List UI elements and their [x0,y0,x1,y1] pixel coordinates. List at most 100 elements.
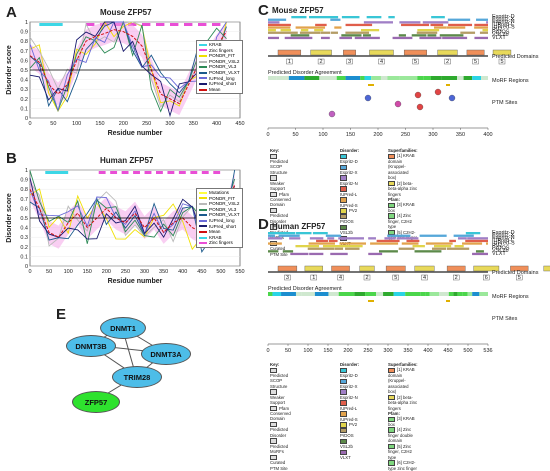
domain-number: 4 [380,59,383,65]
agreement-segment [420,292,426,296]
legend-label: PONDR_VSL2 [209,201,240,207]
agreement-segment [304,76,320,80]
key-entry: Curated PTM Site [270,454,291,471]
krab-bar [39,23,63,26]
key-entry: PV2 [340,208,359,214]
legend-entry: PONDR_FIT [199,196,240,202]
disorder-track-segment [392,36,413,40]
x-axis-label: Residue number [108,278,163,285]
key-entry: [6] C2H2-type zinc finger [388,460,418,471]
domain-number: 2 [455,275,458,281]
key-text: Espritz-X [340,383,358,389]
x-tick-label: 400 [212,121,221,127]
y-axis-label: Disorder score [6,45,13,95]
domain-number: 1 [288,59,291,65]
disorder-track-segment [412,245,425,248]
key-entry: Key: [270,362,291,367]
legend-swatch [199,219,207,222]
disorder-track-segment [309,252,324,256]
key-text: IUPred-S [340,202,358,208]
residue-tick-label: 100 [303,348,312,354]
morf-mark [446,84,450,86]
disorder-track-segment [475,250,484,253]
agreement-segment [328,292,339,296]
zinc-finger-bar [144,171,152,174]
zinc-finger-bar [110,171,118,174]
y-tick-label: 0.3 [20,235,28,241]
ptm-sites-label: PTM Sites [492,316,518,322]
key-entry: Espritz-X [340,164,359,175]
y-tick-label: 0.9 [20,178,28,184]
domain-box [359,265,375,272]
key-text: Pfam: [388,196,400,202]
disorder-track-segment [467,237,488,240]
agreement-segment [472,292,480,296]
legend-entry: KRAB [199,235,240,241]
panel-letter-b: B [6,150,17,167]
y-tick-label: 0.4 [20,226,28,232]
node-trim28: TRIM28 [112,366,162,388]
domain-number-box [337,274,344,281]
domain-number: 5 [474,59,477,65]
disorder-track-segment [268,234,275,237]
disorder-track-segment [290,34,310,37]
disorder-track-segment [474,26,488,29]
disorder-track-segment [476,18,488,21]
disorder-track-segment [278,234,300,237]
agreement-segment [481,76,488,80]
legend-label: PONDR_VLXT [209,69,240,75]
panel-c-title: Mouse ZFP57 [272,6,324,15]
disorder-track-segment [446,247,470,250]
zinc-finger-bar [198,23,207,26]
key-text: IUPred-L [340,405,358,411]
zinc-finger-bar [98,171,106,174]
legend-label: PONDR_VLXT [209,212,240,218]
y-tick-label: 0.1 [20,254,28,260]
node-dnmt3b: DNMT3B [66,335,116,357]
legend-label: IUPred_long [209,217,235,223]
disorder-track-segment [280,29,291,32]
y-tick-label: 0.2 [20,245,28,251]
agreement-segment [393,292,406,296]
key-text: [2] beta-beta-alpha zinc fingers [388,394,418,411]
disorder-track-segment [309,16,339,19]
legend-swatch [199,236,207,239]
x-tick-label: 350 [159,269,168,275]
key-text: Pfam: [388,410,400,416]
domain-box [304,265,323,272]
agreement-segment [463,76,473,80]
legend-swatch [199,82,207,85]
x-tick-label: 50 [50,121,56,127]
track-label: VSL2b [492,248,509,254]
agreement-segment [472,76,482,80]
y-tick-label: 0.3 [20,87,28,93]
domain-number: 2 [446,59,449,65]
domain-number-box [392,274,399,281]
legend-swatch [199,214,207,217]
track-label: IUPred-L [492,238,514,244]
legend-swatch [199,49,207,52]
disorder-track-segment [434,26,447,29]
disorder-track-segment [295,26,326,29]
x-tick-label: 300 [140,269,149,275]
agreement-segment [439,292,449,296]
disorder-track-segment [457,237,467,240]
track-label: VLXT [492,251,506,257]
legend-swatch [199,77,207,80]
disorder-track-segment [416,31,438,34]
domain-box [369,49,394,56]
agreement-segment [365,292,377,296]
disorder-track-segment [446,26,466,29]
panel-letter-c: C [258,2,269,19]
legend-swatch [199,43,207,46]
zinc-finger-bar [190,171,198,174]
x-tick-label: 100 [64,269,73,275]
key-text: VSL2b [340,230,353,236]
disorder-track-segment [354,36,380,40]
panel-a-title: Mouse ZFP57 [100,8,152,17]
disorder-track-segment [268,242,282,245]
morf-regions-label: MoRF Regions [492,294,529,300]
legend-label: IUPred_short [209,81,237,87]
zinc-finger-bar [156,171,163,174]
domain-box [331,265,350,272]
